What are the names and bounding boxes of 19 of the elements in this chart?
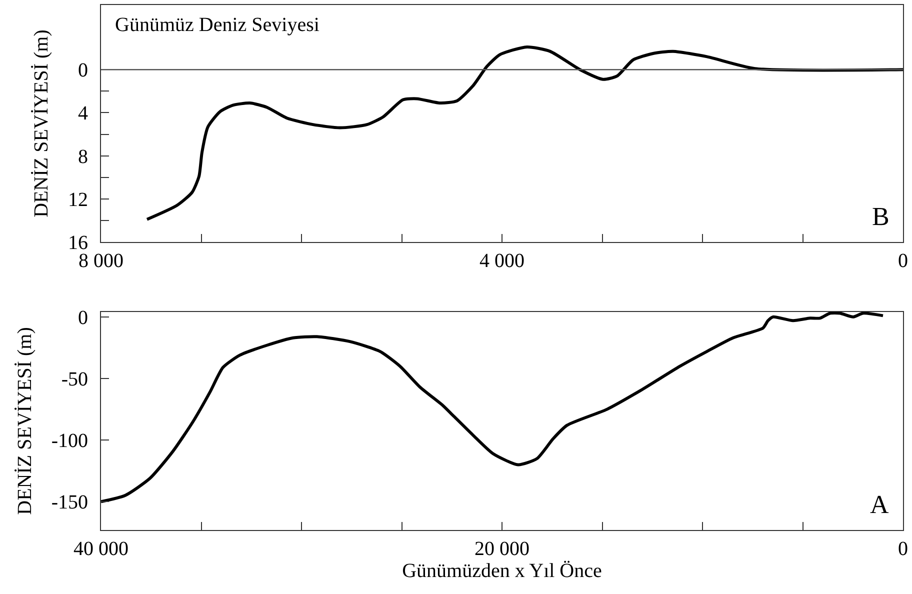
y-tick-label: 0 <box>78 306 88 329</box>
x-axis-title: Günümüzden x Yıl Önce <box>402 560 602 582</box>
x-tick-label: 0 <box>898 250 908 272</box>
y-tick-label: -50 <box>61 368 88 391</box>
x-tick-label: 4 000 <box>480 250 524 272</box>
x-tick-label: 0 <box>898 538 908 560</box>
y-tick-label: -150 <box>51 492 88 514</box>
y-axis-title: DENİZ SEVİYESİ (m) <box>30 30 52 218</box>
y-tick-label: 12 <box>68 188 88 211</box>
y-tick-label: 0 <box>78 60 88 82</box>
y-tick-label: 8 <box>78 146 88 168</box>
x-tick-label: 20 000 <box>474 538 530 560</box>
y-tick-label: -100 <box>51 430 88 452</box>
annotation: B <box>872 202 890 231</box>
annotation: A <box>870 490 889 519</box>
x-tick-label: 40 000 <box>74 538 128 560</box>
y-tick-label: 4 <box>78 102 88 125</box>
ref-line-label: Günümüz Deniz Seviyesi <box>115 14 320 36</box>
y-axis-title: DENİZ SEVİYESİ (m) <box>14 327 36 515</box>
